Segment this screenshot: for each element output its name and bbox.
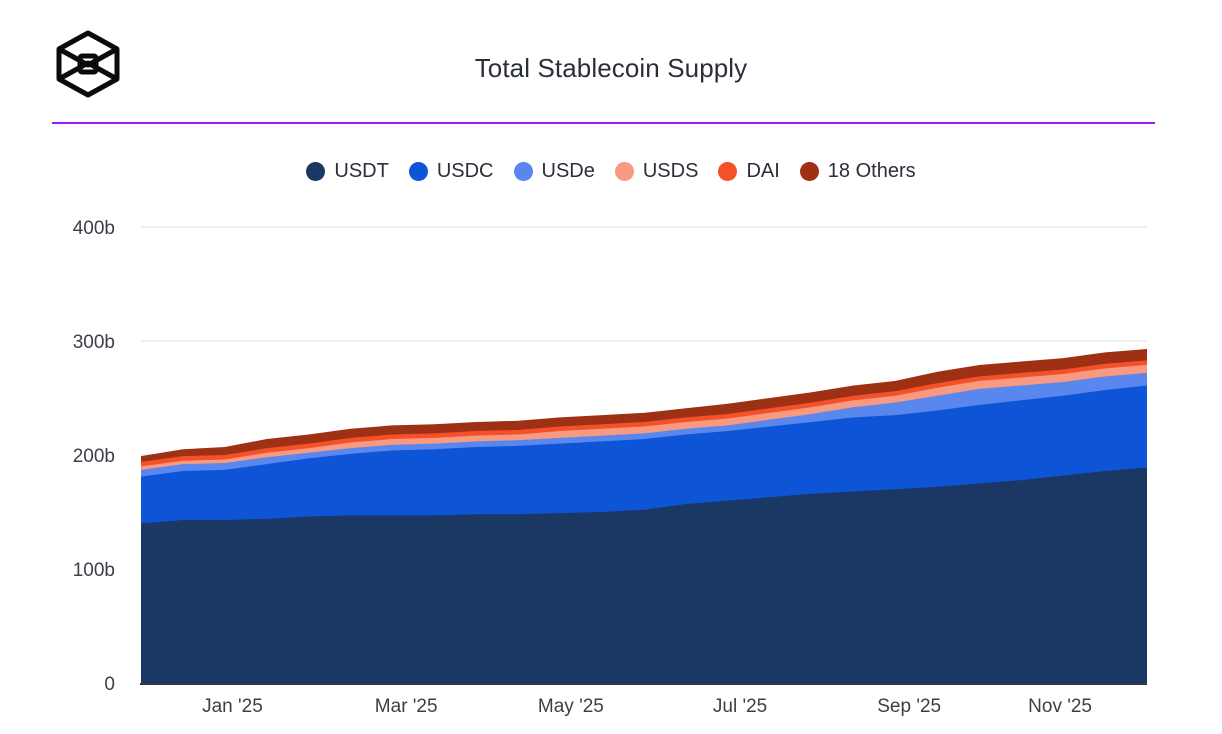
stacked-area-chart[interactable]: 0 100b 200b 300b 400b Jan '25 Mar '25 May '25 J… [0, 196, 1222, 734]
legend-label: USDe [541, 160, 595, 182]
x-tick-label: Jul '25 [713, 696, 767, 717]
x-tick-label: Mar '25 [375, 696, 438, 717]
legend-label: 18 Others [827, 160, 916, 182]
page-title: Total Stablecoin Supply [474, 53, 748, 83]
area-series-usdt [141, 467, 1147, 683]
legend-swatch-icon [614, 162, 634, 181]
legend-item-usds[interactable]: USDS [614, 160, 699, 183]
header-divider [52, 122, 1155, 124]
y-axis-labels: 0 100b 200b 300b 400b [73, 218, 115, 695]
page-header: Total Stablecoin Supply [0, 0, 1222, 124]
legend-label: USDC [436, 160, 494, 182]
legend-label: DAI [746, 160, 780, 182]
legend-item-usdc[interactable]: USDC [408, 160, 494, 183]
area-series-group [141, 348, 1147, 683]
legend-swatch-icon [799, 162, 819, 181]
legend-swatch-icon [513, 162, 533, 181]
x-tick-label: Sep '25 [877, 696, 941, 717]
legend-label: USDT [334, 160, 389, 182]
artemis-cube-logo-icon [52, 28, 124, 100]
x-tick-label: Nov '25 [1028, 696, 1092, 717]
legend-swatch-icon [306, 162, 326, 181]
y-tick-label: 300b [73, 332, 115, 353]
legend-item-18-others[interactable]: 18 Others [799, 160, 916, 183]
x-axis-labels: Jan '25 Mar '25 May '25 Jul '25 Sep '25 Nov '… [202, 696, 1092, 717]
x-tick-label: May '25 [538, 696, 604, 717]
legend-swatch-icon [408, 162, 428, 181]
y-tick-label: 100b [73, 560, 115, 581]
y-tick-label: 200b [73, 446, 115, 467]
x-tick-label: Jan '25 [202, 696, 263, 717]
y-tick-label: 0 [104, 674, 115, 695]
legend-item-usdt[interactable]: USDT [306, 160, 389, 183]
legend-swatch-icon [718, 162, 738, 181]
legend-item-dai[interactable]: DAI [718, 160, 780, 183]
chart-legend: USDT USDC USDe USDS DAI 18 Others [0, 160, 1222, 183]
y-tick-label: 400b [73, 218, 115, 239]
legend-item-usde[interactable]: USDe [513, 160, 595, 183]
legend-label: USDS [642, 160, 699, 182]
